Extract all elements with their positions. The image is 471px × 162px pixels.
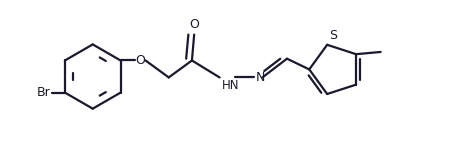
Text: Br: Br — [37, 86, 51, 99]
Text: O: O — [189, 18, 199, 31]
Text: N: N — [256, 71, 265, 84]
Text: O: O — [136, 54, 146, 67]
Text: HN: HN — [221, 79, 239, 92]
Text: S: S — [329, 29, 337, 42]
